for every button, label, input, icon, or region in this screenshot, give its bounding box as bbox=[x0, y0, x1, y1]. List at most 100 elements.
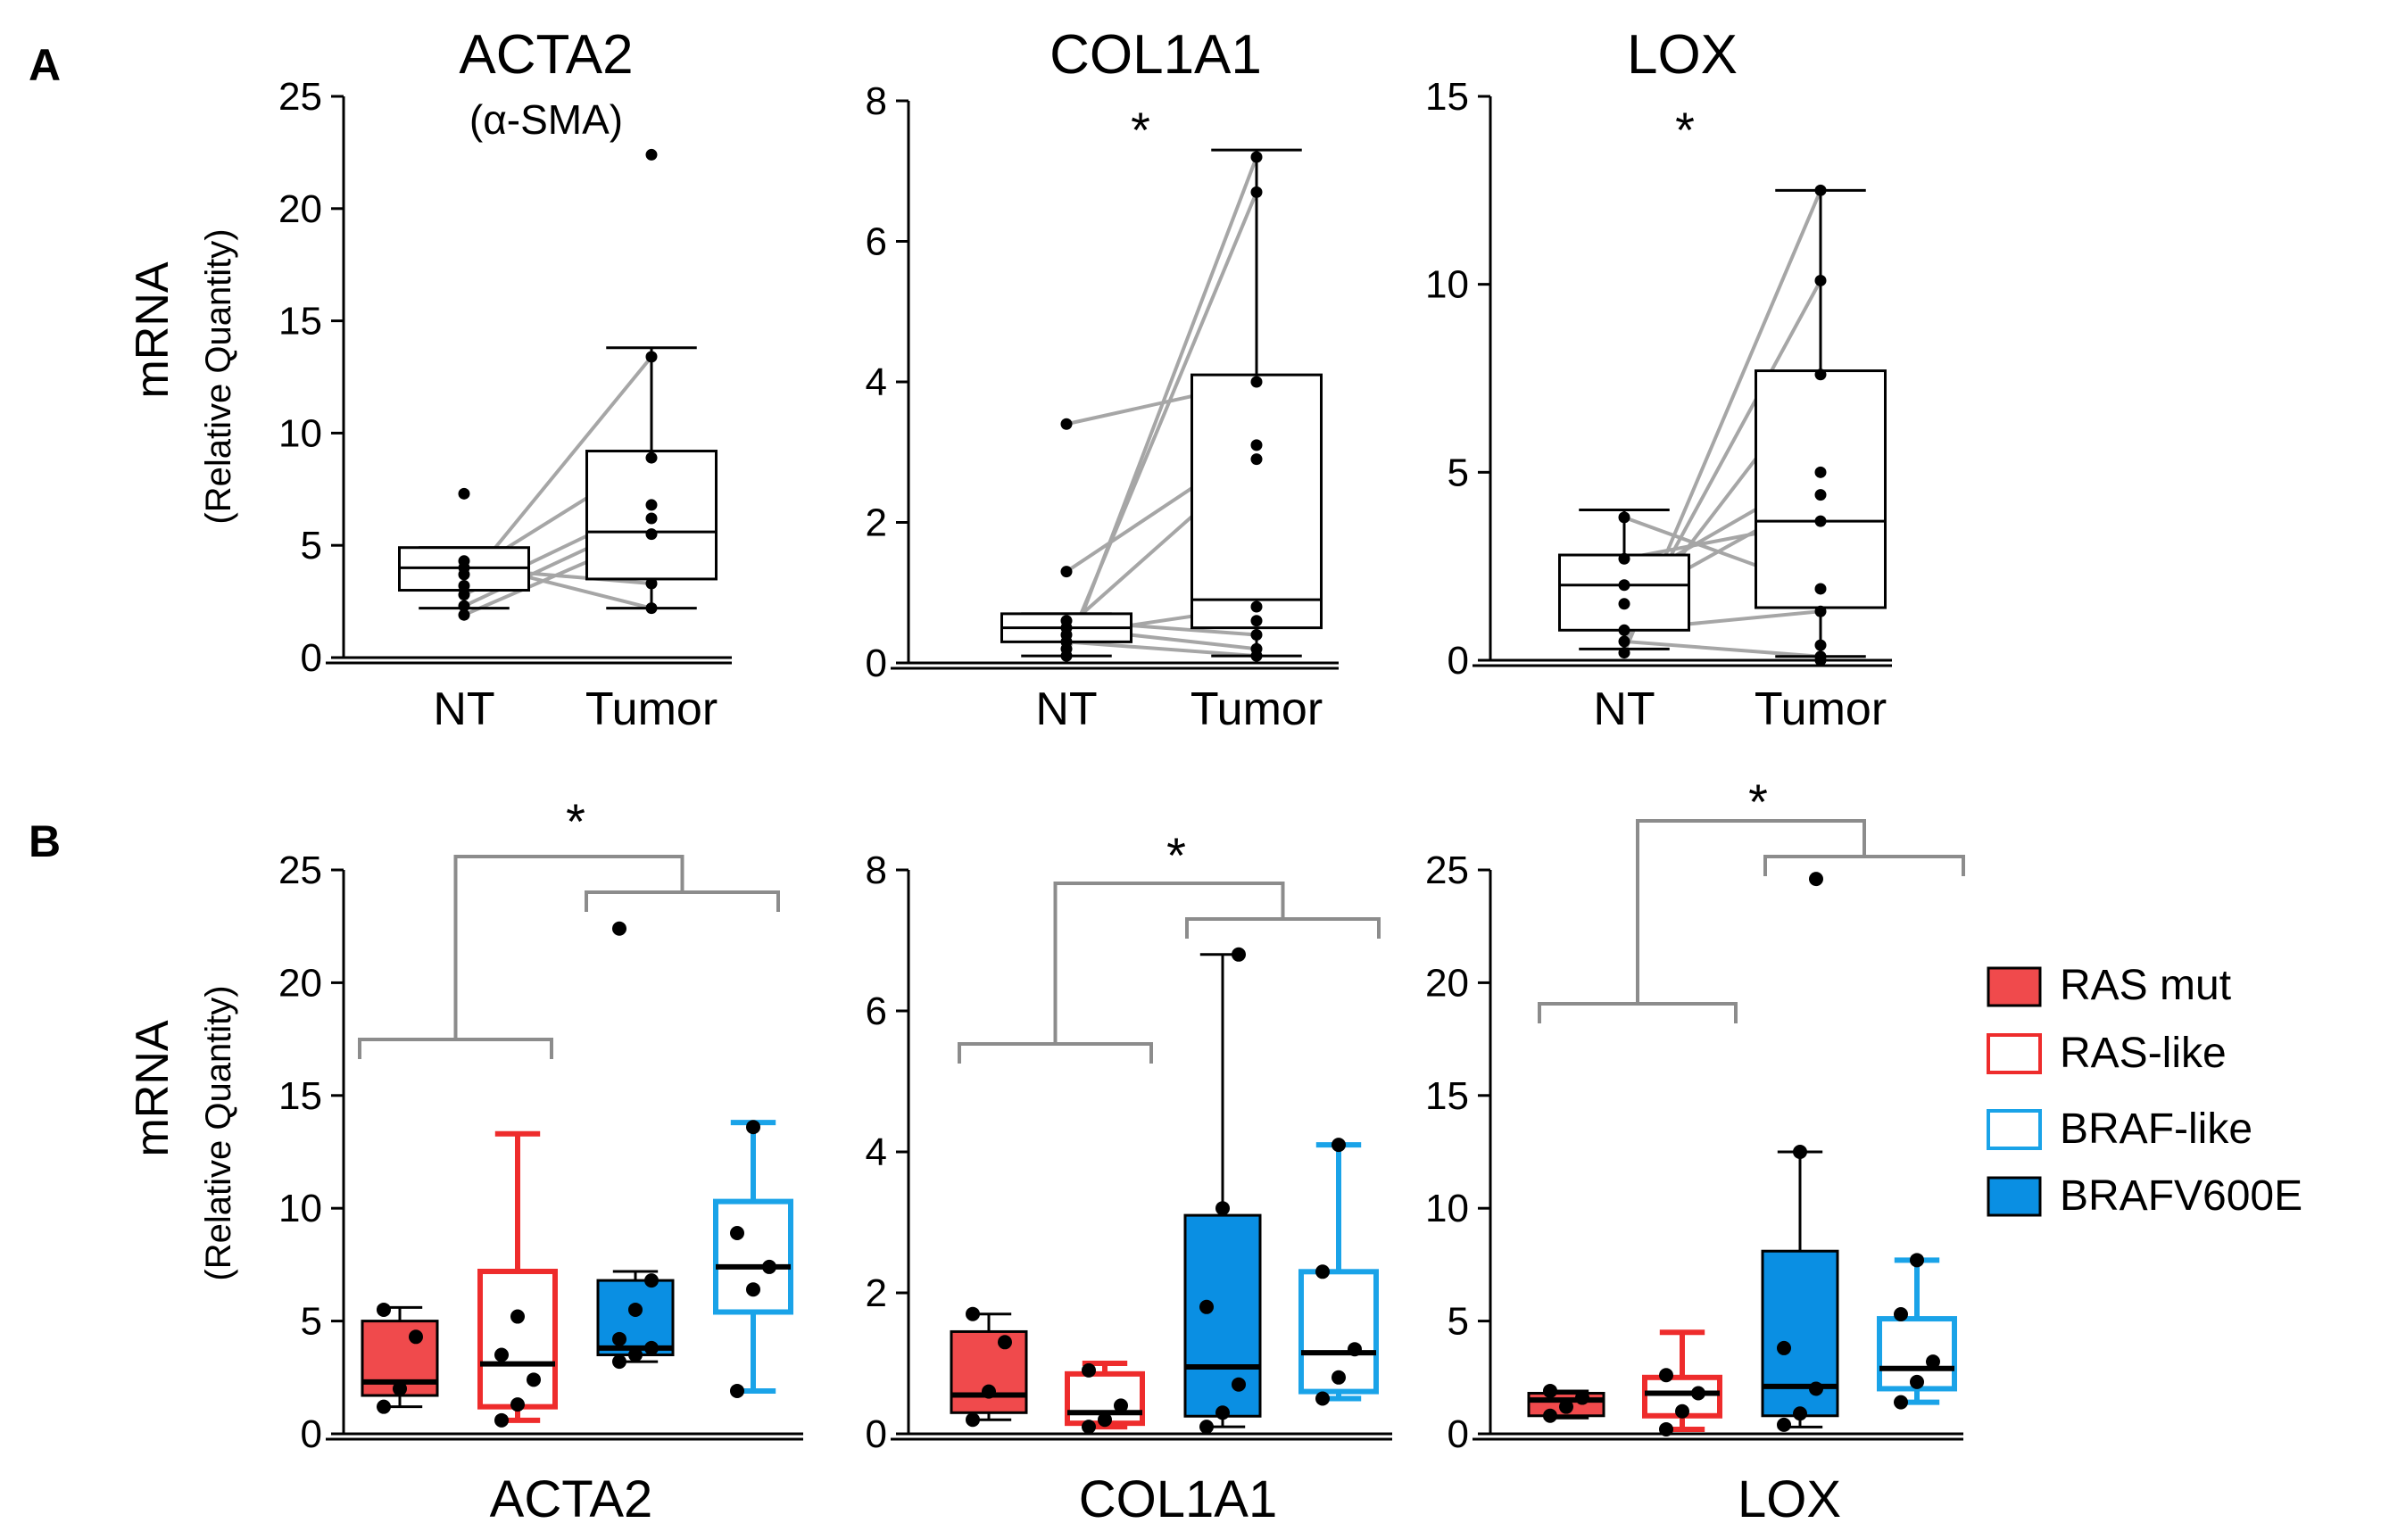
x-axis-label: LOX bbox=[1738, 1470, 1841, 1528]
data-point bbox=[1814, 274, 1827, 286]
chart-a3-title: LOX bbox=[1627, 24, 1738, 86]
data-point bbox=[1060, 615, 1073, 627]
data-point bbox=[966, 1412, 980, 1428]
y-tick-label: 20 bbox=[278, 187, 322, 231]
significance-star: * bbox=[1131, 102, 1150, 158]
data-point bbox=[1250, 642, 1263, 655]
x-axis-label: COL1A1 bbox=[1079, 1470, 1277, 1528]
data-point bbox=[1315, 1264, 1330, 1279]
data-point bbox=[1543, 1408, 1557, 1423]
chart-5: 0 5 10 15 20 25 LOX * bbox=[1425, 774, 1965, 1528]
data-point bbox=[1894, 1395, 1908, 1410]
x-tick-label: Tumor bbox=[585, 683, 718, 735]
data-point bbox=[1618, 624, 1630, 636]
data-point bbox=[1814, 650, 1827, 663]
y-tick-label: 0 bbox=[866, 1412, 887, 1456]
data-point bbox=[1809, 1381, 1823, 1396]
data-point bbox=[1659, 1368, 1673, 1383]
data-point bbox=[1926, 1354, 1940, 1370]
y-tick-label: 0 bbox=[301, 1412, 322, 1456]
data-point bbox=[1618, 511, 1630, 524]
chart-0: 0 5 10 15 20 25 NT Tumor bbox=[278, 75, 732, 735]
data-point bbox=[1332, 1370, 1346, 1385]
data-point bbox=[1814, 605, 1827, 617]
legend-label-ras-like: RAS-like bbox=[2060, 1030, 2227, 1077]
data-point bbox=[730, 1226, 744, 1241]
box bbox=[596, 1279, 675, 1357]
ylabel-a-sub: (Relative Quantity) bbox=[199, 228, 238, 524]
y-tick-label: 20 bbox=[1425, 961, 1469, 1005]
y-tick-label: 15 bbox=[1425, 75, 1469, 119]
data-point bbox=[1777, 1340, 1791, 1355]
chart-4: 0 2 4 6 8 COL1A1 * bbox=[866, 827, 1392, 1528]
y-tick-label: 0 bbox=[301, 636, 322, 680]
y-tick-label: 25 bbox=[1425, 849, 1469, 892]
significance-star: * bbox=[1166, 827, 1186, 883]
data-point bbox=[628, 1302, 643, 1317]
paired-line bbox=[1065, 191, 1258, 650]
x-tick-label: NT bbox=[1593, 683, 1655, 735]
data-point bbox=[1691, 1386, 1705, 1401]
bracket-braf bbox=[1185, 917, 1381, 939]
data-point bbox=[1199, 1299, 1214, 1314]
data-point bbox=[1659, 1421, 1673, 1437]
y-tick-label: 2 bbox=[866, 1271, 887, 1315]
data-point bbox=[645, 528, 658, 541]
y-tick-label: 2 bbox=[866, 501, 887, 545]
data-point bbox=[458, 487, 470, 500]
chart-3: 0 5 10 15 20 25 ACTA2 * bbox=[278, 793, 803, 1528]
y-tick-label: 8 bbox=[866, 79, 887, 123]
data-point bbox=[1814, 515, 1827, 527]
data-point bbox=[510, 1397, 525, 1412]
data-point bbox=[1618, 635, 1630, 648]
data-point bbox=[1814, 466, 1827, 478]
chart-a1-title: ACTA2 bbox=[459, 24, 633, 86]
data-point bbox=[1777, 1417, 1791, 1432]
ylabel-b-main: mRNA bbox=[127, 1020, 178, 1156]
ylabel-a-main: mRNA bbox=[127, 261, 178, 398]
data-point bbox=[1793, 1406, 1807, 1421]
data-point bbox=[1250, 629, 1263, 641]
data-point bbox=[645, 577, 658, 590]
bracket-braf bbox=[585, 890, 780, 912]
box bbox=[1183, 1213, 1262, 1418]
chart-2: 0 5 10 15 NT Tumor * bbox=[1425, 75, 1892, 735]
data-point bbox=[1250, 151, 1263, 163]
x-axis-label: ACTA2 bbox=[490, 1470, 653, 1528]
data-point bbox=[1232, 947, 1246, 962]
data-point bbox=[1215, 1405, 1230, 1420]
data-point bbox=[1675, 1403, 1689, 1419]
data-point bbox=[1250, 600, 1263, 613]
y-tick-label: 10 bbox=[1425, 263, 1469, 307]
data-point bbox=[1114, 1398, 1128, 1413]
data-point bbox=[409, 1329, 423, 1345]
data-point bbox=[458, 555, 470, 567]
legend-swatch-braf-like bbox=[1987, 1109, 2042, 1150]
data-point bbox=[746, 1282, 760, 1297]
data-point bbox=[612, 921, 626, 936]
data-point bbox=[1618, 552, 1630, 565]
y-tick-label: 4 bbox=[866, 360, 887, 404]
data-point bbox=[527, 1372, 541, 1387]
y-tick-label: 15 bbox=[278, 300, 322, 344]
data-point bbox=[1793, 1145, 1807, 1159]
data-point bbox=[458, 579, 470, 592]
data-point bbox=[982, 1384, 996, 1399]
data-point bbox=[1232, 1377, 1246, 1392]
paired-line bbox=[1623, 639, 1821, 658]
box bbox=[1558, 553, 1690, 632]
data-point bbox=[1060, 566, 1073, 578]
panel-label-b: B bbox=[29, 816, 61, 866]
data-point bbox=[1910, 1374, 1924, 1389]
data-point bbox=[458, 589, 470, 601]
chart-a2-title: COL1A1 bbox=[1049, 24, 1262, 86]
data-point bbox=[1082, 1420, 1096, 1435]
data-point bbox=[1098, 1412, 1112, 1428]
x-tick-label: NT bbox=[1035, 683, 1097, 735]
box bbox=[1190, 373, 1323, 630]
data-point bbox=[644, 1273, 659, 1288]
y-tick-label: 5 bbox=[301, 524, 322, 567]
y-tick-label: 5 bbox=[1448, 451, 1469, 494]
box bbox=[477, 1268, 558, 1410]
